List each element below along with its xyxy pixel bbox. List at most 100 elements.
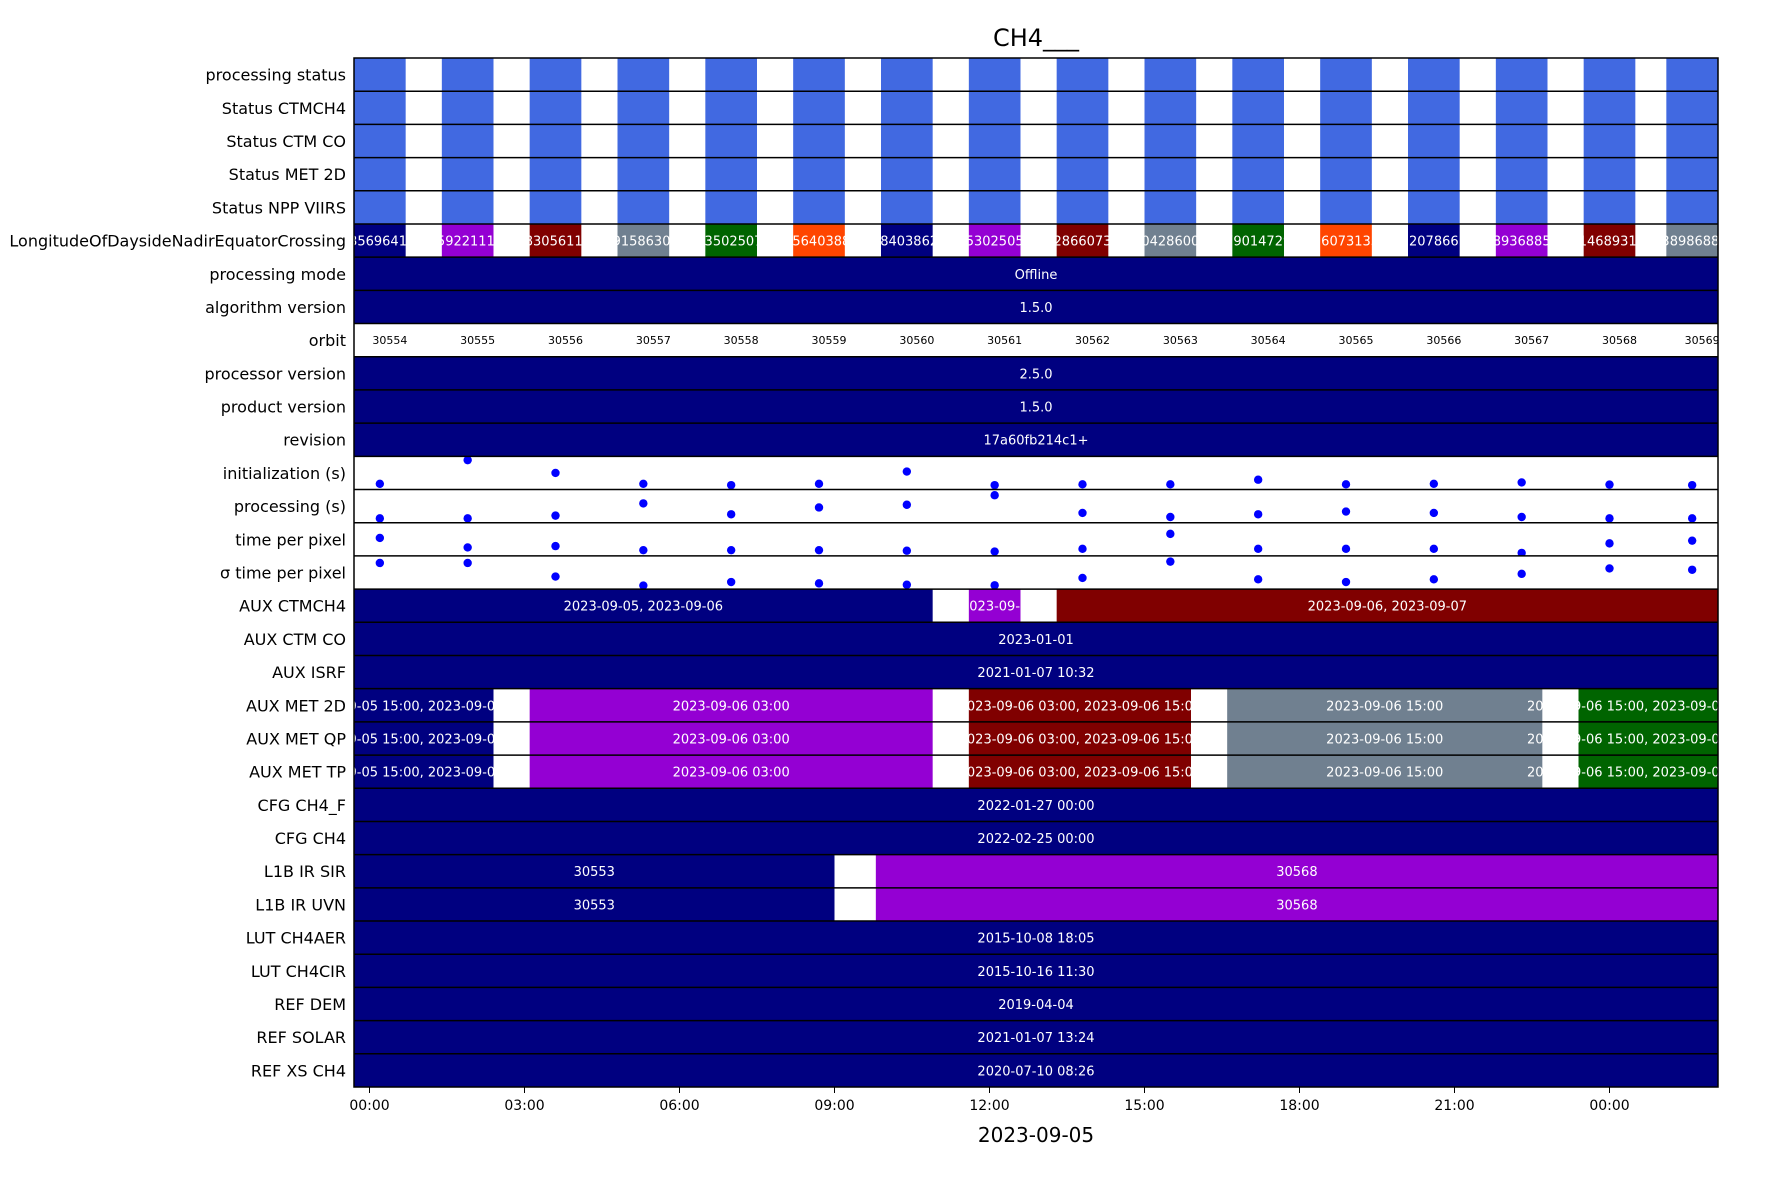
bar-segment bbox=[354, 854, 835, 888]
status-block bbox=[529, 190, 582, 224]
scatter-point bbox=[375, 533, 385, 543]
bar-label: 2021-01-07 13:24 bbox=[977, 1031, 1094, 1046]
scatter-point bbox=[1253, 510, 1263, 519]
status-block bbox=[1408, 190, 1460, 224]
bar-label: 1.5.0 bbox=[1019, 401, 1052, 416]
longitude-block bbox=[441, 223, 494, 258]
row-label: REF SOLAR bbox=[256, 1028, 346, 1047]
bar-segment bbox=[354, 987, 1718, 1021]
bar-segment bbox=[354, 788, 1718, 822]
scatter-point bbox=[463, 455, 472, 465]
row-7: 1.5.0 bbox=[354, 290, 1718, 324]
status-block bbox=[529, 124, 582, 158]
status-block bbox=[705, 91, 757, 125]
row-22: 2022-01-27 00:00 bbox=[354, 788, 1718, 822]
scatter-band bbox=[354, 555, 1718, 590]
row-8: 30554 30555 30556 30557 30558 30559 30560 30561… bbox=[354, 323, 1720, 357]
scatter-point bbox=[1341, 480, 1351, 489]
status-block bbox=[354, 157, 406, 191]
bar-segment bbox=[354, 389, 1718, 424]
scatter-point bbox=[463, 514, 472, 523]
scatter-point bbox=[990, 480, 999, 490]
scatter-point bbox=[726, 577, 736, 587]
scatter-point bbox=[1517, 478, 1526, 487]
status-block bbox=[968, 91, 1021, 125]
bar-segment bbox=[354, 356, 1718, 390]
status-block bbox=[1666, 91, 1718, 125]
longitude-block bbox=[793, 223, 845, 258]
scatter-point bbox=[814, 503, 824, 512]
longitude-block bbox=[529, 223, 582, 258]
bar-label: Offline bbox=[1015, 268, 1058, 283]
status-block bbox=[1144, 58, 1197, 92]
status-block bbox=[1056, 124, 1109, 158]
longitude-value: -91586300 bbox=[608, 235, 679, 250]
row-14 bbox=[354, 522, 1718, 558]
status-block bbox=[793, 124, 845, 158]
x-axis-label: 2023-09-05 bbox=[978, 1123, 1094, 1147]
bar-label: 1.5.0 bbox=[1019, 301, 1052, 316]
status-block bbox=[1320, 58, 1372, 92]
scatter-point bbox=[1341, 577, 1351, 587]
orbit-number: 30558 bbox=[724, 334, 759, 347]
longitude-block bbox=[705, 223, 757, 258]
scatter-point bbox=[1605, 480, 1614, 489]
bar-segment bbox=[1227, 721, 1543, 756]
status-block bbox=[968, 58, 1021, 92]
bar-label: 2023-09-06 03:00, 2023-09-06 15:00 bbox=[959, 699, 1202, 714]
scatter-point bbox=[551, 572, 560, 581]
row-label: LongitudeOfDaysideNadirEquatorCrossing bbox=[9, 232, 346, 251]
bar-segment bbox=[968, 688, 1191, 722]
status-block bbox=[441, 91, 494, 125]
orbit-number: 30563 bbox=[1163, 334, 1198, 347]
scatter-point bbox=[375, 514, 385, 523]
scatter-point bbox=[990, 581, 999, 590]
status-block bbox=[793, 157, 845, 191]
row-2 bbox=[354, 124, 1718, 158]
row-18: 2021-01-07 10:32 bbox=[354, 655, 1718, 689]
scatter-point bbox=[990, 547, 999, 556]
scatter-point bbox=[814, 479, 824, 488]
status-block bbox=[1232, 124, 1284, 158]
row-label: Status MET 2D bbox=[229, 165, 346, 184]
bar-segment bbox=[529, 688, 933, 722]
longitude-value: -35696411 bbox=[344, 235, 415, 250]
scatter-point bbox=[726, 545, 736, 555]
status-block bbox=[1232, 58, 1284, 92]
plot-frame bbox=[353, 57, 1719, 1088]
row-12 bbox=[354, 455, 1718, 490]
orbit-number: 30569 bbox=[1685, 334, 1720, 347]
status-block bbox=[354, 58, 406, 92]
x-tick-label: 21:00 bbox=[1434, 1098, 1474, 1114]
status-block bbox=[1666, 157, 1718, 191]
bar-segment bbox=[354, 954, 1718, 988]
status-block bbox=[1144, 91, 1197, 125]
bar-label: 2023-09-06 15:00 bbox=[1326, 699, 1443, 714]
bar-segment bbox=[1056, 589, 1718, 623]
status-block bbox=[617, 157, 670, 191]
bar-segment bbox=[354, 290, 1718, 324]
scatter-point bbox=[1341, 544, 1351, 554]
bar-segment bbox=[1227, 688, 1543, 722]
x-tick-label: 15:00 bbox=[1124, 1098, 1164, 1114]
scatter-point bbox=[639, 545, 648, 555]
scatter-point bbox=[1078, 508, 1087, 518]
status-block bbox=[1666, 190, 1718, 224]
status-block bbox=[1666, 58, 1718, 92]
scatter-point bbox=[1517, 548, 1526, 558]
status-block bbox=[793, 58, 845, 92]
row-13 bbox=[354, 489, 1718, 523]
bar-label: 2022-02-25 00:00 bbox=[977, 832, 1094, 847]
status-block bbox=[1056, 157, 1109, 191]
scatter-point bbox=[1429, 575, 1439, 584]
bar-label: 2019-04-04 bbox=[998, 998, 1074, 1013]
longitude-block bbox=[1583, 223, 1636, 258]
scatter-point bbox=[902, 500, 912, 509]
status-block bbox=[441, 124, 494, 158]
scatter-point bbox=[726, 480, 736, 490]
x-tick-label: 00:00 bbox=[1589, 1098, 1629, 1114]
status-block bbox=[1144, 157, 1197, 191]
status-block bbox=[617, 58, 670, 92]
scatter-point bbox=[463, 543, 472, 552]
scatter-point bbox=[375, 479, 385, 488]
